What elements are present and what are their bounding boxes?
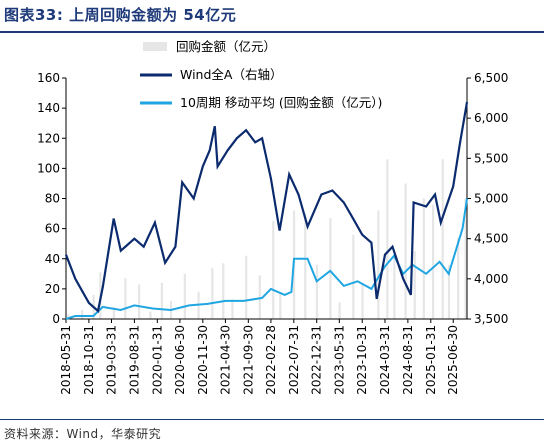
left-tick-label: 140 [37, 101, 60, 115]
legend-label-wind: Wind全A（右轴） [180, 67, 282, 82]
right-tick-label: 5,000 [474, 192, 508, 206]
source-divider [0, 419, 544, 420]
bar [272, 221, 275, 319]
right-tick-label: 6,500 [474, 71, 508, 85]
bar [231, 299, 234, 319]
left-tick-label: 80 [45, 192, 60, 206]
bar [124, 278, 127, 319]
x-tick-label: 2022-02-28 [264, 325, 278, 395]
right-tick-label: 4,500 [474, 232, 508, 246]
x-tick-label: 2025-01-31 [424, 325, 438, 395]
bar [258, 275, 261, 319]
x-tick-label: 2025-06-30 [446, 325, 460, 395]
bar [413, 251, 416, 319]
bar [457, 237, 460, 319]
left-tick-label: 120 [37, 131, 60, 145]
x-tick-label: 2022-07-31 [287, 325, 301, 395]
x-tick-label: 2024-08-31 [401, 325, 415, 395]
bar [464, 198, 467, 319]
x-tick-label: 2021-04-30 [218, 325, 232, 395]
bar [67, 314, 70, 319]
bar [329, 218, 332, 319]
x-tick-label: 2020-01-31 [150, 325, 164, 395]
bar [352, 234, 355, 319]
x-tick-label: 2019-08-31 [127, 325, 141, 395]
chart-title: 图表33: 上周回购金额为 54亿元 [4, 6, 237, 24]
bar [422, 198, 425, 319]
left-tick-label: 100 [37, 161, 60, 175]
left-tick-label: 160 [37, 71, 60, 85]
bar [211, 267, 214, 319]
x-tick-label: 2023-10-31 [355, 325, 369, 395]
bar [160, 282, 163, 319]
left-tick-label: 0 [52, 312, 60, 326]
bar [441, 159, 444, 319]
wind-line [64, 101, 469, 314]
bar [81, 309, 84, 319]
legend-label-ma: 10周期 移动平均 (回购金额（亿元）) [180, 95, 382, 110]
bar [447, 264, 451, 319]
bar [393, 255, 396, 319]
right-tick-label: 6,000 [474, 111, 508, 125]
x-tick-label: 2020-11-30 [196, 325, 210, 395]
x-tick-label: 2024-03-31 [378, 325, 392, 395]
x-tick-label: 2022-12-31 [310, 325, 324, 395]
bar [361, 282, 364, 319]
right-tick-label: 4,000 [474, 272, 508, 286]
right-tick-label: 5,500 [474, 151, 508, 165]
left-tick-label: 40 [45, 252, 60, 266]
bar [245, 255, 248, 319]
bar [404, 183, 407, 319]
bar [222, 263, 225, 319]
bar [138, 284, 141, 319]
bar [279, 291, 282, 319]
left-tick-labels: 0 20 40 60 80 100 120 140 160 [37, 71, 66, 326]
left-tick-label: 60 [45, 222, 60, 236]
x-tick-label: 2023-05-31 [332, 325, 346, 395]
bar [149, 311, 152, 319]
x-tick-label: 2019-03-31 [105, 325, 119, 395]
bar [183, 273, 186, 319]
legend: 回购金额（亿元） Wind全A（右轴） 10周期 移动平均 (回购金额（亿元）) [140, 39, 382, 110]
bar [432, 204, 435, 319]
bar [315, 264, 319, 319]
bar-series [67, 159, 467, 319]
x-tick-label: 2021-09-30 [241, 325, 255, 395]
left-tick-label: 20 [45, 282, 60, 296]
x-tick-labels: 2018-05-31 2018-10-31 2019-03-31 2019-08-31… [59, 319, 460, 395]
bar [112, 306, 115, 319]
bar [386, 159, 389, 319]
title-divider [0, 31, 544, 33]
x-tick-label: 2018-05-31 [59, 325, 73, 395]
right-tick-labels: 3,500 4,000 4,500 5,000 5,500 6,000 6,500 [467, 71, 508, 326]
bar [338, 302, 341, 319]
ma-line [65, 198, 468, 320]
bar [304, 213, 307, 319]
bar [377, 210, 380, 319]
legend-swatch-bar [143, 42, 167, 51]
right-tick-label: 3,500 [474, 312, 508, 326]
legend-label-bar: 回购金额（亿元） [176, 39, 276, 54]
x-tick-label: 2018-10-31 [82, 325, 96, 395]
source-note: 资料来源：Wind，华泰研究 [4, 427, 162, 441]
x-tick-label: 2020-06-30 [173, 325, 187, 395]
